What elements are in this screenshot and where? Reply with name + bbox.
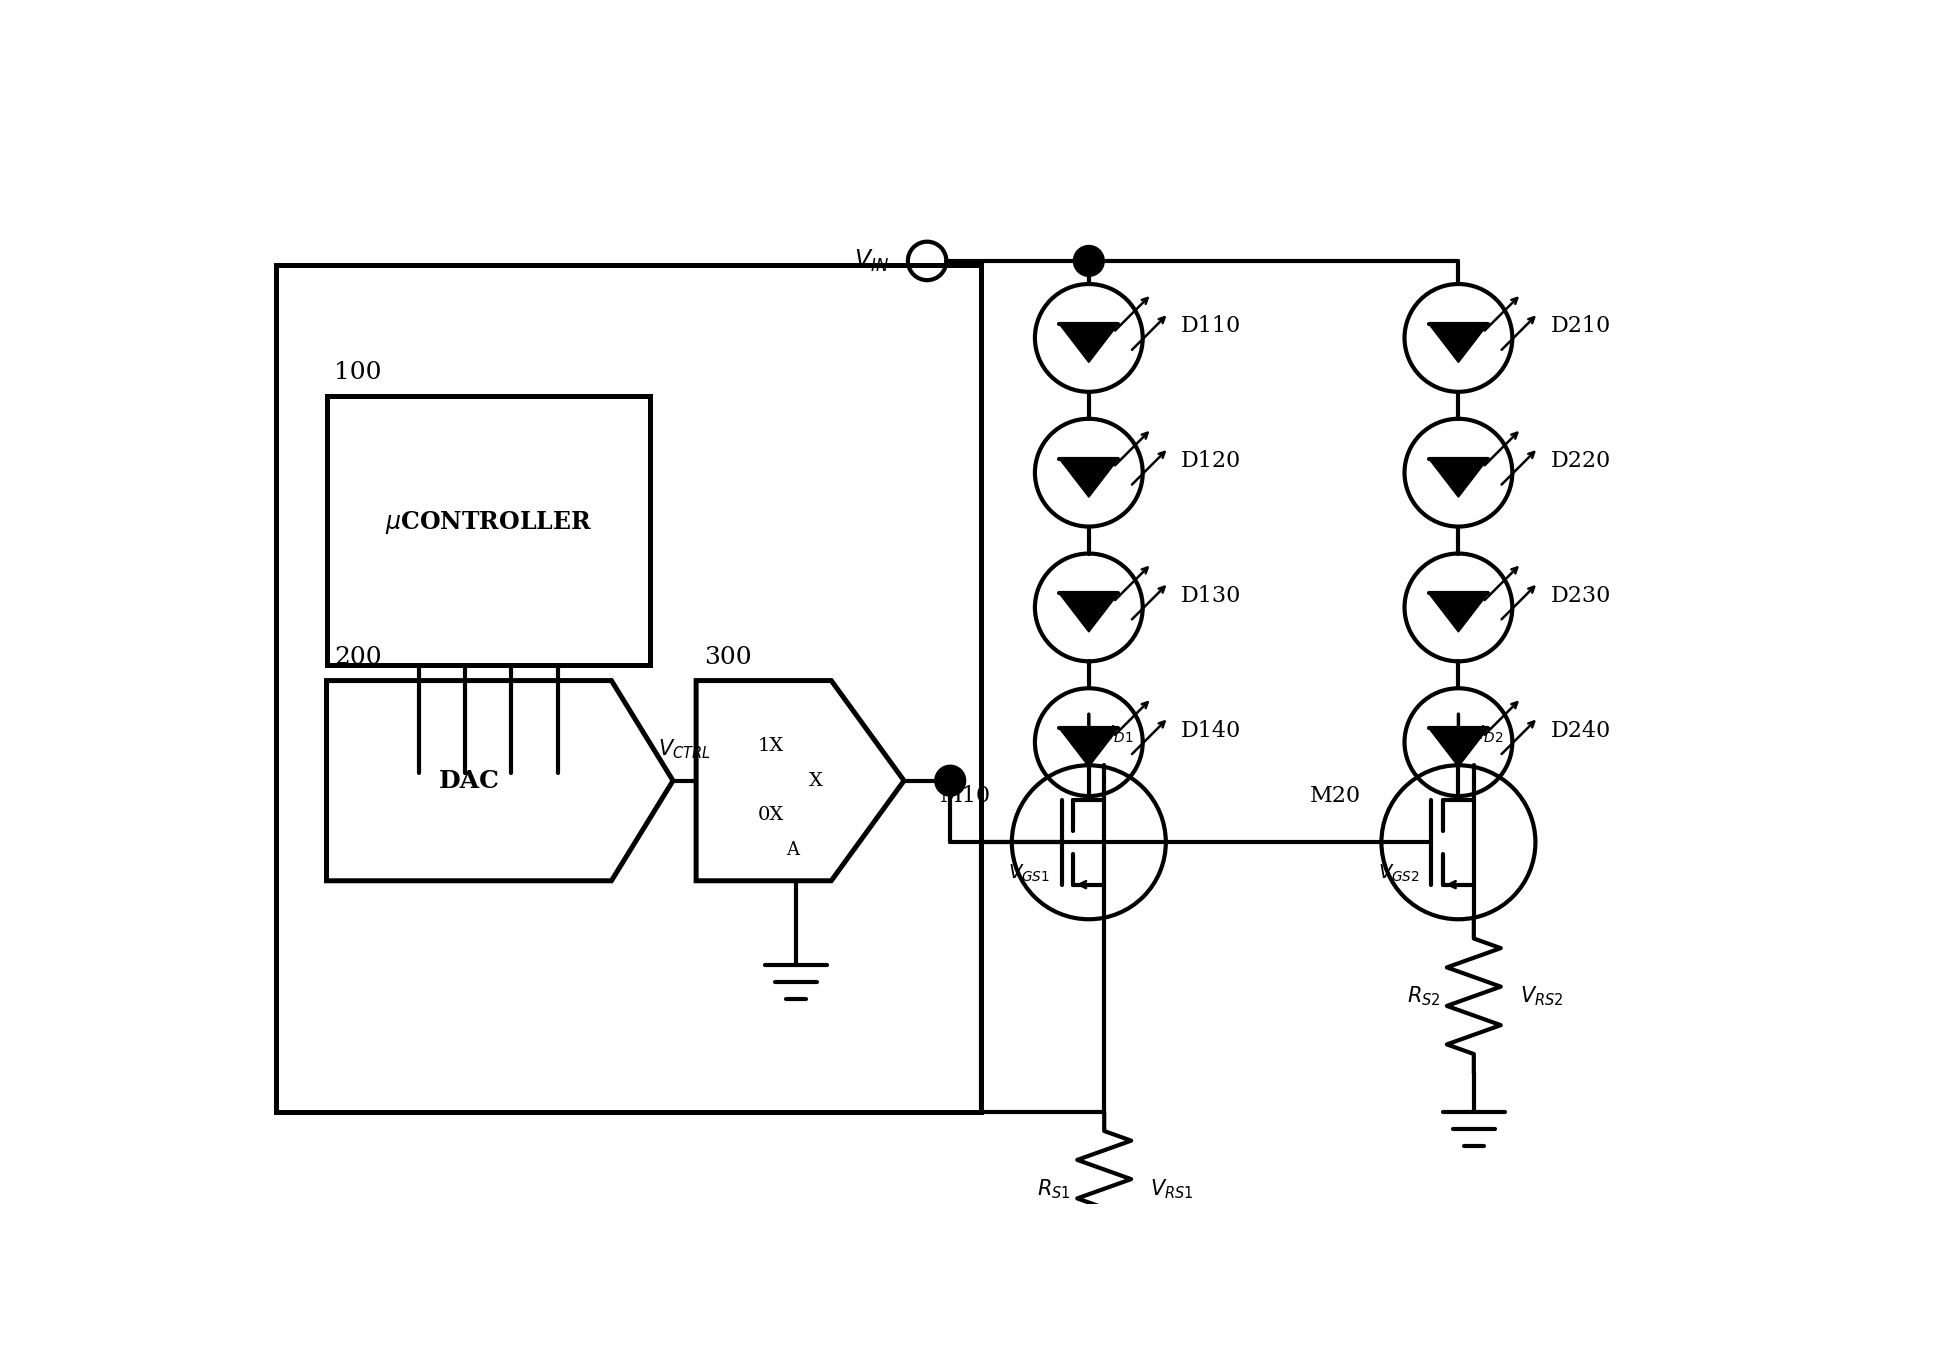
Text: $V_{RS2}$: $V_{RS2}$ bbox=[1521, 985, 1564, 1008]
Text: $V_{GS2}$: $V_{GS2}$ bbox=[1378, 862, 1421, 884]
Polygon shape bbox=[697, 681, 904, 881]
Polygon shape bbox=[1429, 594, 1487, 632]
Polygon shape bbox=[1429, 459, 1487, 497]
Polygon shape bbox=[1059, 728, 1119, 767]
Text: D210: D210 bbox=[1550, 315, 1611, 337]
Text: 100: 100 bbox=[335, 361, 382, 384]
Polygon shape bbox=[1059, 594, 1119, 632]
Text: D140: D140 bbox=[1182, 720, 1241, 741]
Text: $I_{D2}$: $I_{D2}$ bbox=[1478, 724, 1503, 746]
Text: 200: 200 bbox=[335, 645, 382, 668]
Text: D130: D130 bbox=[1182, 584, 1241, 607]
Polygon shape bbox=[1429, 323, 1487, 363]
Text: D240: D240 bbox=[1550, 720, 1611, 741]
Text: 300: 300 bbox=[705, 645, 751, 668]
Text: D120: D120 bbox=[1182, 451, 1241, 472]
Text: A: A bbox=[787, 842, 798, 859]
Text: $R_{S1}$: $R_{S1}$ bbox=[1037, 1177, 1070, 1200]
Text: D220: D220 bbox=[1550, 451, 1611, 472]
Text: D110: D110 bbox=[1182, 315, 1241, 337]
Polygon shape bbox=[1059, 323, 1119, 363]
Polygon shape bbox=[327, 681, 673, 881]
Polygon shape bbox=[1059, 459, 1119, 497]
Text: M20: M20 bbox=[1309, 785, 1360, 808]
Text: $V_{RS1}$: $V_{RS1}$ bbox=[1151, 1177, 1194, 1200]
Text: $R_{S2}$: $R_{S2}$ bbox=[1407, 985, 1440, 1008]
Bar bbox=[327, 395, 650, 666]
Polygon shape bbox=[1429, 728, 1487, 767]
Text: $I_{D1}$: $I_{D1}$ bbox=[1108, 724, 1133, 746]
Bar bbox=[276, 265, 980, 1112]
Text: $\it{μ}$CONTROLLER: $\it{μ}$CONTROLLER bbox=[386, 509, 591, 536]
Text: M10: M10 bbox=[939, 785, 990, 808]
Text: 0X: 0X bbox=[757, 806, 785, 824]
Circle shape bbox=[935, 766, 965, 796]
Text: $V_{IN}$: $V_{IN}$ bbox=[853, 248, 888, 275]
Text: $V_{CTRL}$: $V_{CTRL}$ bbox=[658, 737, 710, 762]
Text: $V_{GS1}$: $V_{GS1}$ bbox=[1008, 862, 1051, 884]
Text: X: X bbox=[808, 771, 822, 790]
Text: DAC: DAC bbox=[438, 769, 499, 793]
Circle shape bbox=[1074, 245, 1104, 276]
Text: D230: D230 bbox=[1550, 584, 1611, 607]
Text: 1X: 1X bbox=[757, 737, 785, 755]
